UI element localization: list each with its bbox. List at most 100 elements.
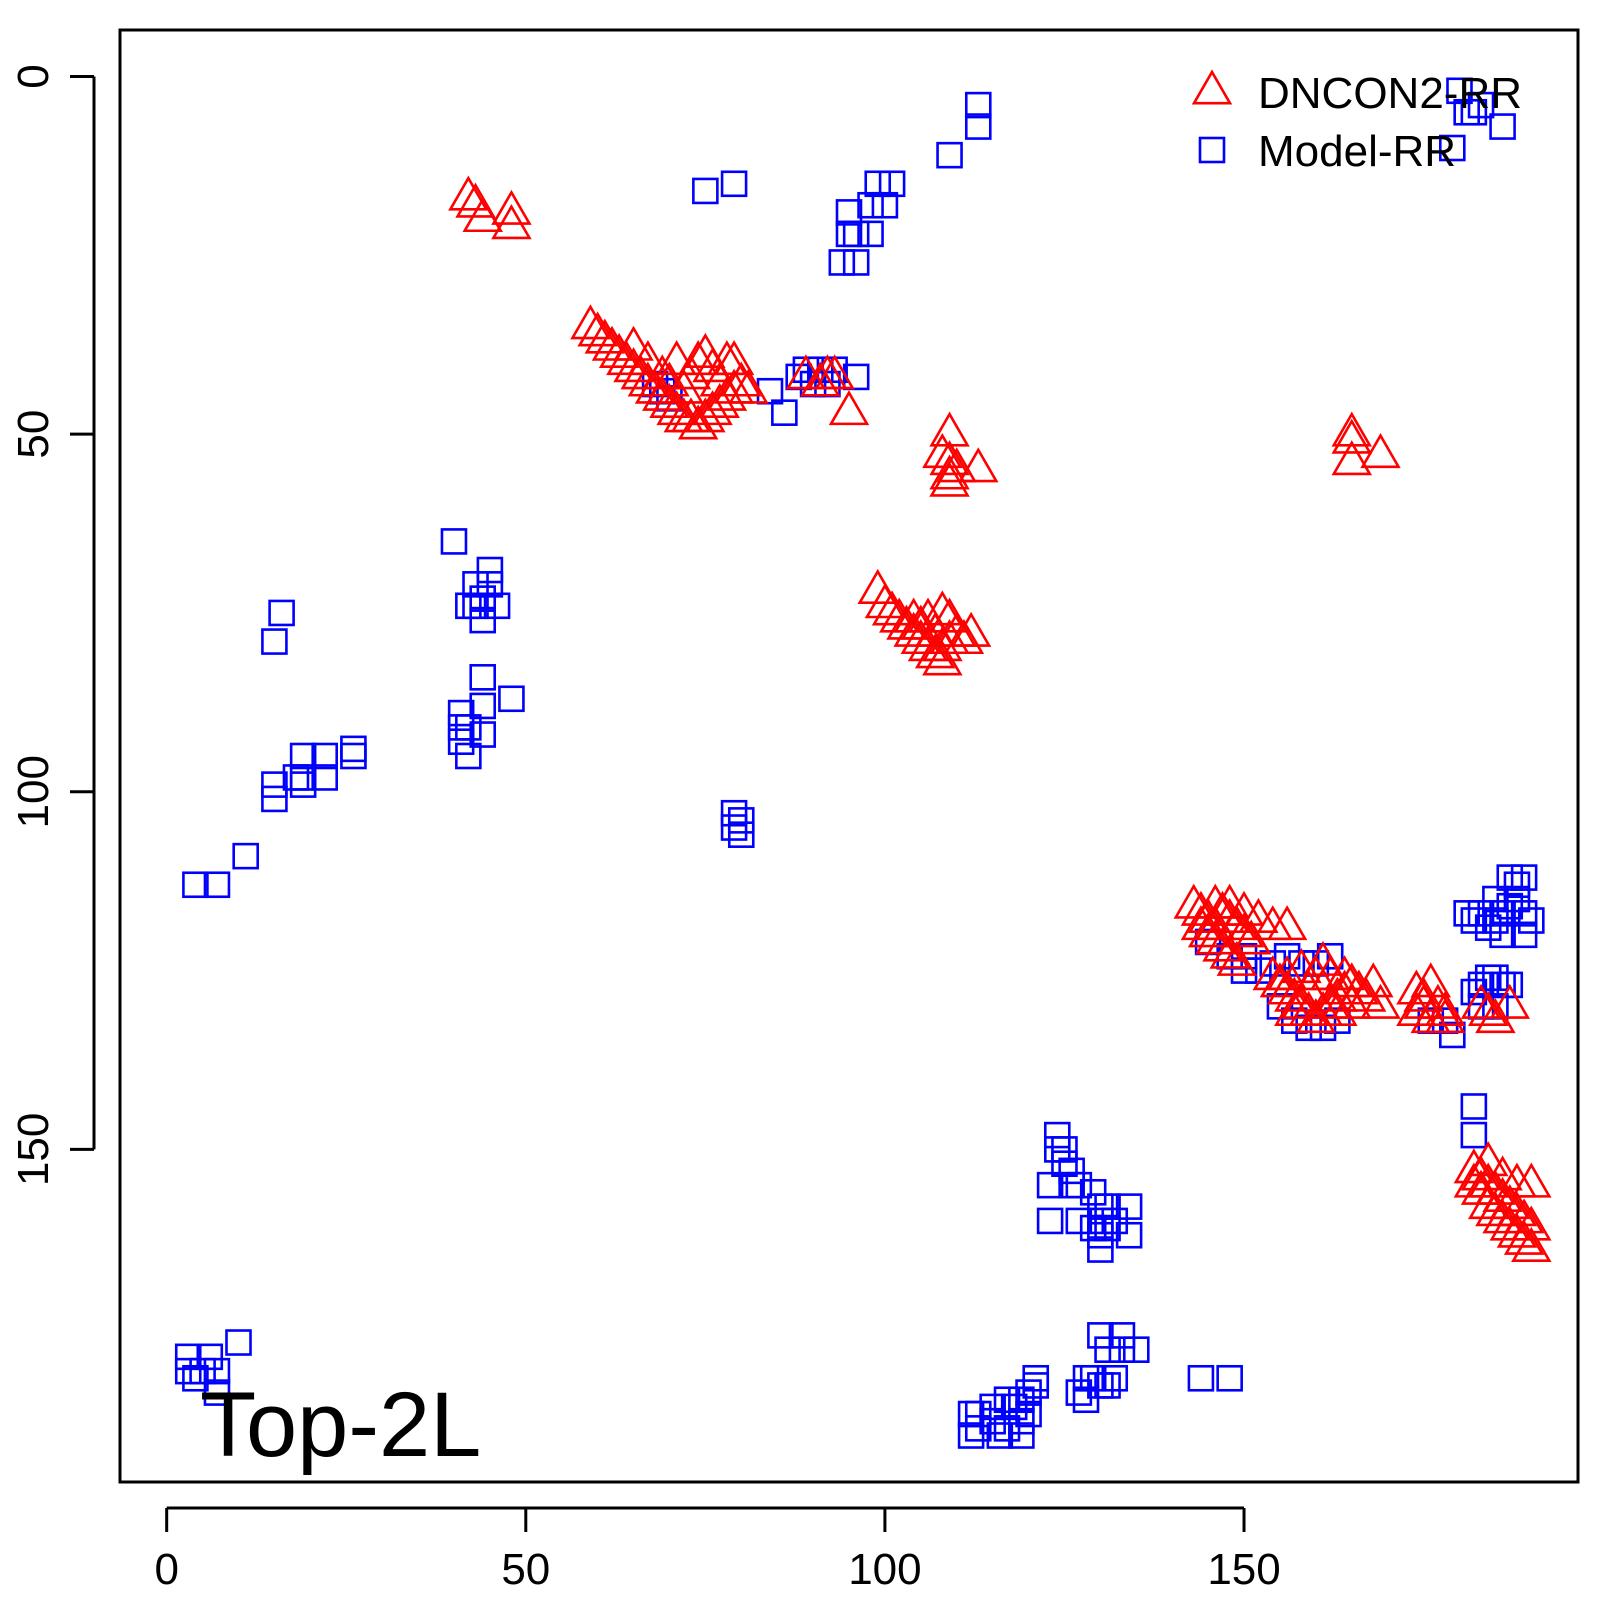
dncon2-rr-point <box>929 597 970 633</box>
dncon2-rr-point <box>1173 883 1214 919</box>
model-rr-point <box>1510 864 1538 891</box>
model-rr-point <box>1008 1407 1035 1435</box>
model-rr-point <box>498 685 525 713</box>
dncon2-rr-point <box>943 618 985 655</box>
dncon2-rr-point <box>914 611 956 647</box>
model-rr-point <box>964 1415 992 1442</box>
model-rr-point <box>864 170 892 198</box>
model-rr-point <box>455 714 482 741</box>
model-rr-point <box>1015 1379 1042 1406</box>
dncon2-rr-point <box>1410 962 1452 998</box>
model-rr-point <box>483 592 511 620</box>
dncon2-rr-point <box>1331 983 1373 1019</box>
model-rr-point <box>1108 1336 1136 1363</box>
model-rr-point <box>1122 1336 1150 1363</box>
dncon2-rr-point <box>1511 1162 1552 1198</box>
model-rr-point <box>857 191 884 219</box>
model-rr-point <box>1108 1322 1136 1349</box>
dncon2-rr-point <box>929 440 970 476</box>
dncon2-rr-point <box>864 583 906 619</box>
model-rr-point <box>1051 1150 1078 1178</box>
model-rr-point <box>1460 978 1488 1006</box>
dncon2-rr-point <box>1360 432 1401 469</box>
dncon2-rr-point <box>613 347 654 383</box>
dncon2-rr-point <box>1403 983 1444 1019</box>
dncon2-rr-point <box>1187 912 1229 948</box>
model-rr-point <box>1216 1364 1243 1392</box>
dncon2-rr-point <box>1266 955 1308 991</box>
model-rr-point <box>1087 1236 1114 1263</box>
model-rr-point <box>289 771 317 798</box>
dncon2-rr-point <box>663 368 705 404</box>
model-rr-point <box>225 1329 252 1356</box>
model-rr-point <box>1058 1157 1085 1185</box>
model-rr-point <box>964 113 992 140</box>
dncon2-rr-point <box>828 390 870 426</box>
dncon2-rr-point <box>598 332 640 368</box>
dncon2-rr-point <box>491 204 532 240</box>
dncon2-rr-point <box>721 361 762 397</box>
model-rr-point <box>476 571 504 598</box>
model-rr-point <box>1072 1386 1100 1414</box>
model-rr-point <box>936 141 963 169</box>
dncon2-rr-point <box>462 196 503 233</box>
dncon2-rr-point <box>1482 1198 1523 1234</box>
model-rr-point <box>1079 1364 1107 1392</box>
model-rr-point <box>842 249 870 276</box>
model-rr-point <box>1489 113 1516 140</box>
model-rr-point <box>1000 1393 1028 1421</box>
dncon2-rr-point <box>1453 1162 1495 1198</box>
model-rr-point <box>1496 892 1524 920</box>
model-rr-point <box>447 728 475 755</box>
model-rr-point <box>282 764 310 791</box>
model-rr-point <box>469 721 497 748</box>
model-rr-point <box>1460 907 1488 934</box>
model-rr-point <box>1101 1364 1129 1392</box>
dncon2-rr-point <box>1266 905 1308 941</box>
dncon2-rr-point <box>1353 962 1394 998</box>
model-rr-point <box>692 177 719 205</box>
model-rr-point <box>462 571 489 598</box>
model-rr-point <box>842 363 870 391</box>
model-rr-point <box>1496 864 1524 891</box>
model-rr-point <box>1115 1193 1143 1220</box>
dncon2-rr-point <box>958 447 999 483</box>
model-rr-point <box>720 814 748 841</box>
model-rr-point <box>1316 942 1344 970</box>
dncon2-rr-point <box>1467 1141 1509 1177</box>
model-rr-point <box>993 1415 1021 1442</box>
model-rr-point <box>720 170 748 198</box>
y-tick-label: 50 <box>9 410 58 459</box>
dncon2-rr-point <box>699 361 740 397</box>
model-rr-point <box>1496 971 1524 999</box>
model-rr-point <box>203 1379 231 1406</box>
model-rr-point <box>189 1357 216 1385</box>
model-rr-point <box>203 1357 231 1385</box>
model-rr-point <box>1087 1207 1114 1235</box>
model-rr-point <box>476 556 504 584</box>
plot-frame <box>118 28 1580 1484</box>
dncon2-rr-point <box>491 189 532 225</box>
model-rr-point <box>871 191 899 219</box>
model-rr-point <box>1460 1093 1488 1120</box>
model-rr-point <box>986 1422 1014 1449</box>
model-rr-point <box>1087 1221 1114 1249</box>
model-rr-point <box>1043 1121 1071 1149</box>
model-rr-point <box>1187 1364 1215 1392</box>
x-tick-label: 0 <box>154 1545 178 1594</box>
dncon2-rr-point <box>713 339 755 376</box>
model-rr-point <box>1467 91 1495 119</box>
model-rr-point <box>182 1364 209 1392</box>
model-rr-point <box>964 91 992 119</box>
model-rr-point <box>447 699 475 727</box>
model-rr-point <box>1482 964 1509 992</box>
dncon2-rr-point <box>1274 976 1315 1012</box>
model-rr-point <box>469 606 497 634</box>
model-rr-point <box>1453 900 1480 927</box>
dncon2-rr-point <box>800 361 841 397</box>
model-rr-point <box>261 771 288 798</box>
dncon2-rr-point <box>929 454 970 490</box>
model-rr-point <box>1482 907 1509 934</box>
model-rr-point <box>857 220 884 248</box>
model-rr-point <box>261 785 288 813</box>
